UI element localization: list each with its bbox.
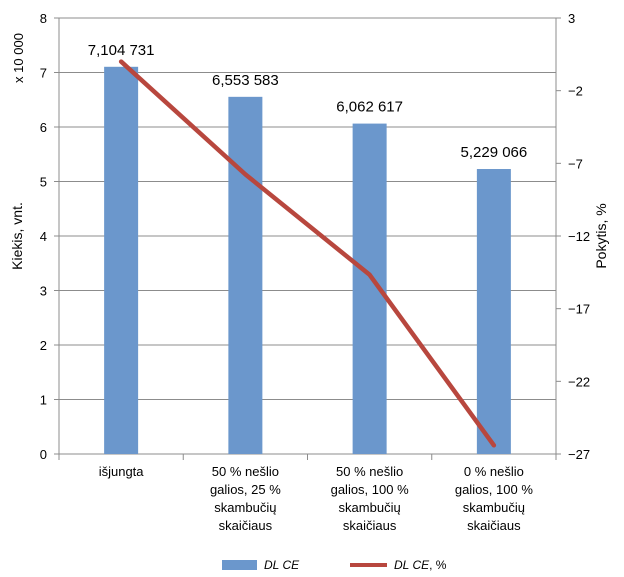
x-category-label-line: 50 % nešlio <box>336 464 403 479</box>
y-right-tick-label: −17 <box>568 302 590 317</box>
y-left-tick-label: 3 <box>40 284 47 299</box>
x-category-label: 0 % nešlio galios, 100 % skambučių skaičiau… <box>455 464 533 533</box>
x-category-label-line: galios, 25 % <box>210 482 281 497</box>
x-category-label-line: 50 % nešlio <box>212 464 279 479</box>
y-axis-title-right: Pokytis, % <box>593 203 609 268</box>
y-left-tick-label: 7 <box>40 66 47 81</box>
bar <box>104 66 139 454</box>
x-category-label: 50 % nešlio galios, 100 % skambučių skaičia… <box>331 464 409 533</box>
x-category-label-line: galios, 100 % <box>455 482 533 497</box>
y-left-tick-label: 2 <box>40 338 47 353</box>
y-right-tick-label: −22 <box>568 374 590 389</box>
y-left-tick-label: 8 <box>40 11 47 26</box>
legend-line-unit: , % <box>429 558 447 572</box>
x-category-label-line: 0 % nešlio <box>464 464 524 479</box>
y-axis-title-left: Kiekis, vnt. <box>9 202 25 270</box>
legend-bar-label: DL CE <box>264 558 300 572</box>
bar-data-label: 6,062 617 <box>336 99 403 116</box>
x-category-label-line: skaičiaus <box>343 518 397 533</box>
left-axis-ticks: 0 1 2 3 4 5 6 7 8 <box>40 11 47 462</box>
gridlines <box>59 17 556 455</box>
legend-line-label: DL CE, % <box>394 558 447 572</box>
category-labels: išjungta 50 % nešlio galios, 25 % skambučių… <box>99 464 534 533</box>
x-category-label-line: skaičiaus <box>219 518 273 533</box>
y-left-tick-label: 1 <box>40 393 47 408</box>
bar-series <box>104 66 511 455</box>
x-category-label: išjungta <box>99 464 145 479</box>
bar <box>476 169 511 454</box>
y-multiplier-label: x 10 000 <box>11 33 26 83</box>
y-right-tick-label: 3 <box>568 11 575 26</box>
legend-bar-swatch <box>222 560 257 570</box>
y-right-tick-label: −7 <box>568 156 583 171</box>
y-right-tick-label: −27 <box>568 447 590 462</box>
line-series <box>118 59 497 448</box>
x-category-label: 50 % nešlio galios, 25 % skambučių skaičiau… <box>210 464 281 533</box>
x-category-label-line: skaičiaus <box>467 518 521 533</box>
y-right-tick-label: −2 <box>568 84 583 99</box>
y-left-tick-label: 4 <box>40 229 47 244</box>
bar-data-label: 6,553 583 <box>212 72 279 89</box>
y-right-tick-label: −12 <box>568 229 590 244</box>
right-axis-ticks: 3 −2 −7 −12 −17 −22 −27 <box>568 11 590 462</box>
bar <box>228 96 263 455</box>
x-category-label-line: galios, 100 % <box>331 482 409 497</box>
y-left-tick-label: 6 <box>40 120 47 135</box>
legend: DL CE DL CE, % <box>222 558 447 572</box>
line-path <box>118 59 497 448</box>
bar-data-label: 5,229 066 <box>461 144 528 161</box>
x-category-label-line: skambučių <box>339 500 401 515</box>
data-labels: 7,104 731 6,553 583 6,062 617 5,229 066 <box>88 42 527 161</box>
axes <box>54 17 561 460</box>
bar-data-label: 7,104 731 <box>88 42 155 59</box>
x-category-label-line: skambučių <box>463 500 525 515</box>
y-left-tick-label: 0 <box>40 447 47 462</box>
y-left-tick-label: 5 <box>40 175 47 190</box>
legend-line-name: DL CE <box>394 558 430 572</box>
x-category-label-line: išjungta <box>99 464 145 479</box>
x-category-label-line: skambučių <box>214 500 276 515</box>
